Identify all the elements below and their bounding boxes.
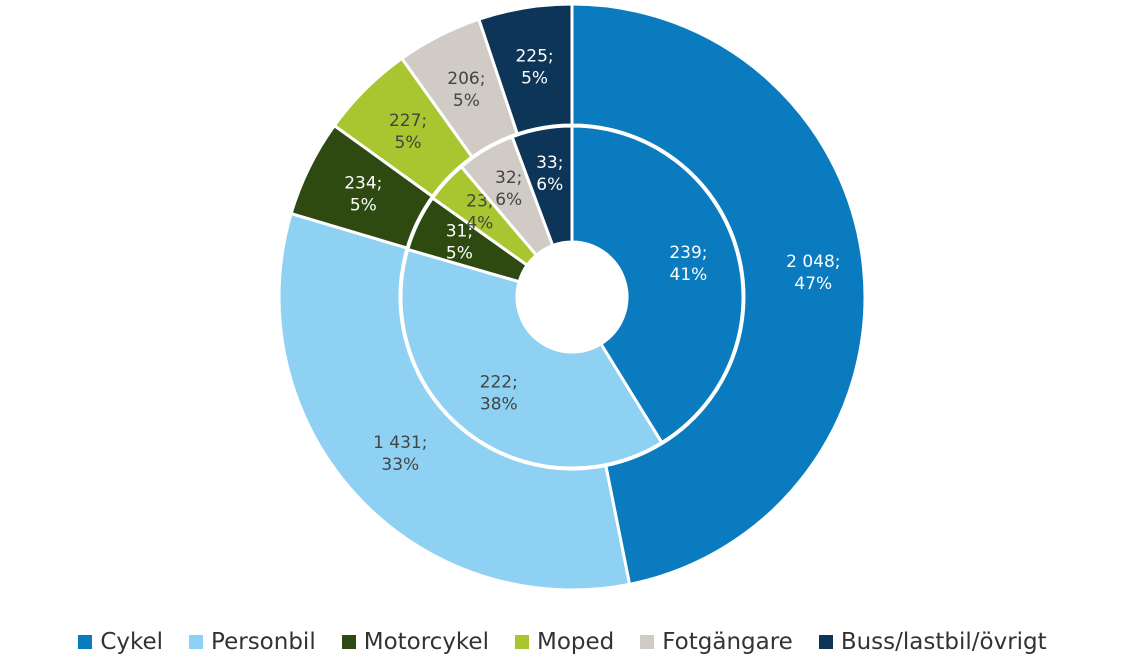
percent-label: 5%: [350, 195, 377, 215]
legend-item: Cykel: [78, 629, 163, 655]
legend-label: Fotgängare: [662, 629, 793, 655]
legend-label: Personbil: [211, 629, 316, 655]
value-label: 33;: [536, 153, 563, 173]
legend-swatch: [189, 635, 204, 649]
legend-label: Moped: [536, 629, 615, 655]
percent-label: 33%: [381, 455, 419, 475]
legend-label: Buss/lastbil/övrigt: [840, 629, 1047, 655]
value-label: 206;: [447, 69, 485, 89]
legend-label: Motorcykel: [363, 629, 489, 655]
legend-swatch: [640, 635, 655, 649]
donut-slice: [510, 124, 574, 248]
legend-item: Personbil: [189, 629, 316, 655]
legend-item: Buss/lastbil/övrigt: [818, 629, 1047, 655]
legend-item: Motorcykel: [341, 629, 489, 655]
percent-label: 5%: [395, 133, 422, 153]
percent-label: 6%: [536, 175, 563, 195]
legend-swatch: [341, 635, 356, 649]
percent-label: 47%: [794, 274, 832, 294]
value-label: 222;: [480, 372, 518, 392]
value-label: 225;: [515, 47, 553, 67]
value-label: 31;: [446, 222, 473, 242]
value-label: 227;: [389, 111, 427, 131]
value-label: 239;: [669, 243, 707, 263]
percent-label: 38%: [480, 394, 518, 414]
percent-label: 41%: [670, 265, 708, 285]
donut-slice: [570, 124, 745, 445]
legend-swatch: [818, 635, 833, 649]
legend-swatch: [514, 635, 529, 649]
donut-slice: [399, 247, 664, 470]
value-label: 32;: [495, 168, 522, 188]
percent-label: 5%: [446, 244, 473, 264]
legend-item: Fotgängare: [640, 629, 793, 655]
legend-label: Cykel: [100, 629, 164, 655]
chart: 2 048;47%1 431;33%234;5%227;5%206;5%225;…: [277, 2, 867, 592]
percent-label: 4%: [466, 214, 493, 234]
value-label: 2 048;: [786, 252, 840, 272]
percent-label: 6%: [495, 190, 522, 210]
percent-label: 5%: [453, 91, 480, 111]
legend: Cykel Personbil Motorcykel Moped Fotgängare B…: [0, 622, 1125, 662]
percent-label: 5%: [521, 69, 548, 89]
legend-swatch: [78, 635, 93, 649]
value-label: 1 431;: [373, 433, 427, 453]
legend-item: Moped: [514, 629, 615, 655]
value-label: 234;: [344, 173, 382, 193]
